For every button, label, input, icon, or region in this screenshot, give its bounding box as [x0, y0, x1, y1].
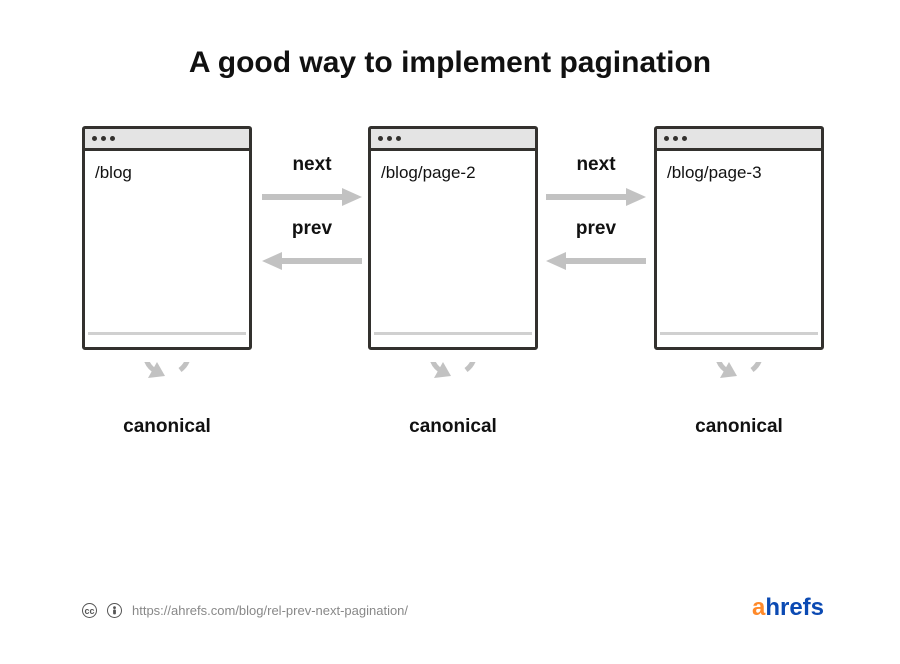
canonical-2: canonical: [363, 362, 543, 438]
browser-window-1: /blog: [82, 126, 252, 350]
arrow-left-icon: [546, 252, 646, 270]
pagination-diagram: /blog /blog/page-2 /blog/page-3 next pre…: [0, 126, 900, 506]
next-label: next: [292, 154, 331, 176]
attribution-url: https://ahrefs.com/blog/rel-prev-next-pa…: [132, 603, 408, 618]
window-dot-icon: [664, 136, 669, 141]
browser-titlebar: [657, 129, 821, 151]
canonical-label: canonical: [123, 416, 211, 438]
window-dot-icon: [101, 136, 106, 141]
canonical-label: canonical: [409, 416, 497, 438]
browser-titlebar: [85, 129, 249, 151]
window-dot-icon: [682, 136, 687, 141]
window-dot-icon: [673, 136, 678, 141]
browser-url: /blog/page-2: [371, 151, 535, 195]
cc-license-icon: cc: [82, 603, 97, 618]
logo-rest: hrefs: [765, 594, 824, 621]
canonical-label: canonical: [695, 416, 783, 438]
browser-window-3: /blog/page-3: [654, 126, 824, 350]
footer-attribution: cc https://ahrefs.com/blog/rel-prev-next…: [82, 603, 408, 618]
canonical-3: canonical: [649, 362, 829, 438]
self-loop-arrow-icon: [421, 362, 485, 414]
window-dot-icon: [110, 136, 115, 141]
arrow-right-icon: [262, 188, 362, 206]
arrow-left-icon: [262, 252, 362, 270]
browser-window-2: /blog/page-2: [368, 126, 538, 350]
prev-label: prev: [576, 218, 616, 240]
window-dot-icon: [378, 136, 383, 141]
self-loop-arrow-icon: [707, 362, 771, 414]
window-dot-icon: [92, 136, 97, 141]
window-dot-icon: [387, 136, 392, 141]
canonical-1: canonical: [77, 362, 257, 438]
self-loop-arrow-icon: [135, 362, 199, 414]
logo-letter-a: a: [752, 594, 765, 621]
page-title: A good way to implement pagination: [0, 46, 900, 80]
link-arrows-1: next prev: [254, 154, 370, 270]
browser-titlebar: [371, 129, 535, 151]
browser-url: /blog/page-3: [657, 151, 821, 195]
next-label: next: [576, 154, 615, 176]
browser-footer-line: [374, 332, 532, 335]
arrow-right-icon: [546, 188, 646, 206]
cc-by-icon: [107, 603, 122, 618]
window-dot-icon: [396, 136, 401, 141]
link-arrows-2: next prev: [538, 154, 654, 270]
browser-footer-line: [660, 332, 818, 335]
browser-footer-line: [88, 332, 246, 335]
prev-label: prev: [292, 218, 332, 240]
browser-url: /blog: [85, 151, 249, 195]
